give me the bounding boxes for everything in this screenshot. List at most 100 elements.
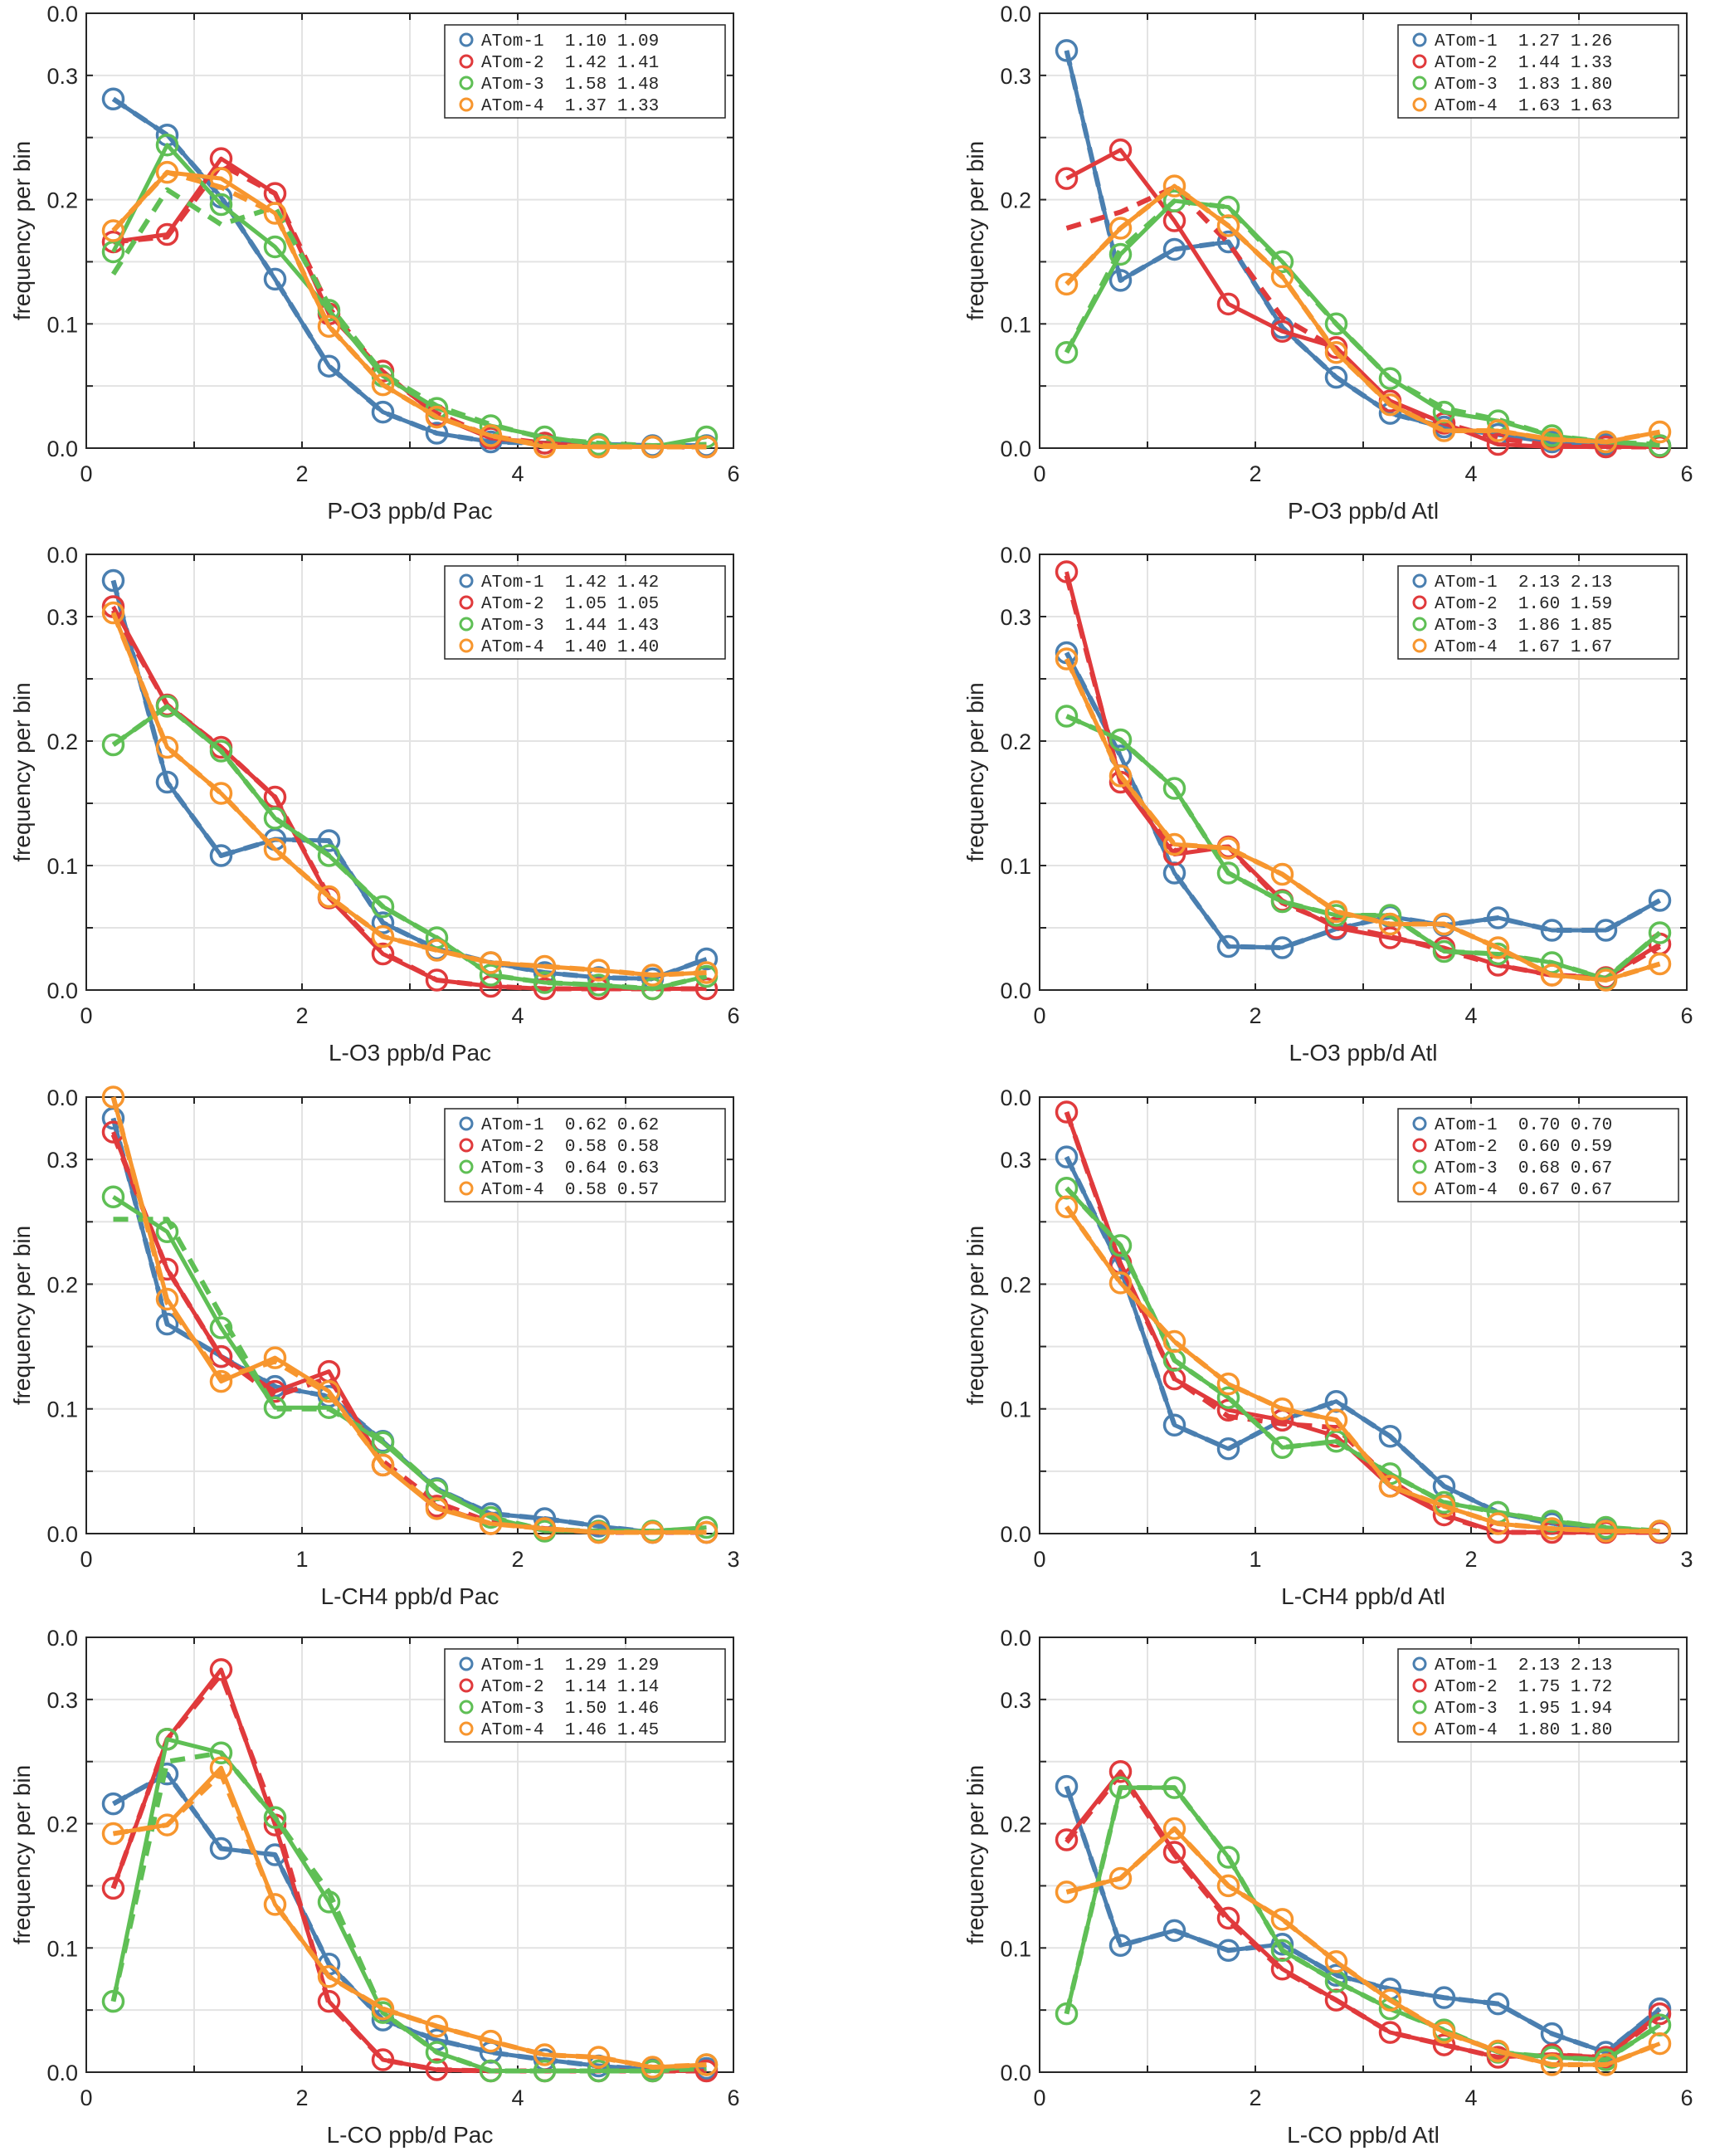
y-axis-label: frequency per bin xyxy=(9,1226,35,1405)
legend-entry: ATom-4 0.58 0.57 xyxy=(481,1181,659,1200)
x-tick-label: 0 xyxy=(80,1547,92,1572)
data-point xyxy=(1162,1329,1186,1354)
y-tick-label: 0.0 xyxy=(46,1522,78,1547)
y-axis-label: frequency per bin xyxy=(9,1765,35,1944)
data-point xyxy=(694,947,719,971)
series-atom-4 xyxy=(101,1756,719,2079)
data-point xyxy=(1324,900,1348,924)
data-point xyxy=(1162,1841,1186,1864)
y-tick-label: 0.2 xyxy=(1000,729,1031,754)
y-tick-label: 0.2 xyxy=(1000,188,1031,213)
data-point xyxy=(1216,1372,1240,1396)
data-point xyxy=(1216,1906,1240,1930)
legend-marker-icon xyxy=(459,595,474,610)
data-point xyxy=(1378,1475,1402,1498)
data-point xyxy=(641,1520,665,1544)
data-point xyxy=(1540,1517,1564,1540)
chart-panel-8: 0 2 4 6 0.0 0.1 0.2 0.3 0.0 L-CO ppb/d Atl frequen… xyxy=(962,1626,1693,2148)
grid xyxy=(86,1637,733,2072)
data-point xyxy=(1540,2046,1564,2069)
legend-entry: ATom-2 1.60 1.59 xyxy=(1435,595,1612,614)
x-axis-label: L-O3 ppb/d Atl xyxy=(1289,1040,1437,1066)
legend-marker-icon xyxy=(1412,573,1427,588)
data-point xyxy=(587,2059,611,2083)
legend-entry: ATom-4 1.80 1.80 xyxy=(1435,1721,1612,1740)
data-point xyxy=(1540,2053,1564,2076)
data-point xyxy=(155,770,179,794)
data-point xyxy=(317,315,341,339)
legend-box xyxy=(444,1648,726,1743)
data-point xyxy=(155,1312,179,1336)
legend-entry: ATom-3 1.95 1.94 xyxy=(1435,1700,1612,1719)
data-point xyxy=(155,1287,179,1311)
data-point xyxy=(155,735,179,759)
data-point xyxy=(209,1837,233,1861)
data-point xyxy=(641,977,665,1001)
legend-marker-icon xyxy=(459,1678,474,1693)
data-point xyxy=(101,1085,125,1109)
y-tick-label: 0.3 xyxy=(1000,1148,1031,1173)
data-point xyxy=(1648,420,1672,444)
y-tick-label: 0.1 xyxy=(46,1397,78,1422)
data-point xyxy=(694,1520,719,1544)
legend-box xyxy=(1397,1108,1679,1202)
data-point xyxy=(209,782,233,805)
data-point xyxy=(263,807,287,830)
legend: ATom-1 1.29 1.29 ATom-2 1.14 1.14 ATom-3 1… xyxy=(444,1648,726,1743)
data-point xyxy=(209,1344,233,1368)
legend-entry: ATom-2 1.05 1.05 xyxy=(481,595,659,614)
data-point xyxy=(317,885,341,909)
y-tick-label: 0.2 xyxy=(46,1812,78,1837)
legend-marker-icon xyxy=(1412,595,1427,610)
data-point xyxy=(1432,912,1456,936)
y-tick-label: 0.0 xyxy=(1000,978,1031,1003)
legend-marker-icon xyxy=(1412,1138,1427,1153)
data-point xyxy=(1216,1874,1240,1898)
data-point xyxy=(263,837,287,861)
data-point xyxy=(479,963,503,987)
data-point xyxy=(155,222,179,246)
data-point xyxy=(1055,39,1079,62)
x-axis-label: P-O3 ppb/d Pac xyxy=(327,498,492,524)
data-point xyxy=(1055,1100,1079,1124)
y-axis-label: frequency per bin xyxy=(962,141,988,320)
chart-panel-4: 0 2 4 6 0.0 0.1 0.2 0.3 0.0 L-O3 ppb/d Atl frequen… xyxy=(962,543,1693,1066)
data-point xyxy=(263,1893,287,1916)
data-point xyxy=(101,219,125,242)
legend: ATom-1 2.13 2.13 ATom-2 1.60 1.59 ATom-3 1… xyxy=(1397,565,1679,660)
data-point xyxy=(587,435,611,459)
data-point xyxy=(1324,340,1348,364)
data-point xyxy=(1162,832,1186,856)
data-point xyxy=(1648,2002,1672,2026)
data-point xyxy=(533,977,557,1001)
x-tick-label: 1 xyxy=(1249,1547,1261,1572)
series-layer xyxy=(1055,560,1672,992)
legend: ATom-1 1.10 1.09 ATom-2 1.42 1.41 ATom-3 1… xyxy=(444,24,726,119)
legend-entry: ATom-3 1.83 1.80 xyxy=(1435,76,1612,95)
x-tick-label: 2 xyxy=(1249,461,1261,486)
y-tick-label: 0.0 xyxy=(46,2061,78,2085)
data-point xyxy=(1432,2021,1456,2044)
y-tick-label: 0.0 xyxy=(46,978,78,1003)
data-point xyxy=(1324,1408,1348,1432)
data-point xyxy=(1648,889,1672,912)
y-tick-label: 0.1 xyxy=(1000,1397,1031,1422)
x-axis-label: L-CH4 ppb/d Pac xyxy=(321,1583,499,1609)
data-point xyxy=(155,1762,179,1786)
x-tick-label: 6 xyxy=(727,461,739,486)
data-point xyxy=(533,954,557,978)
x-tick-label: 6 xyxy=(1680,2085,1693,2110)
x-tick-label: 2 xyxy=(295,1003,308,1028)
x-tick-label: 2 xyxy=(1249,1003,1261,1028)
legend-entry: ATom-1 1.27 1.26 xyxy=(1435,32,1612,51)
data-point xyxy=(533,435,557,459)
x-tick-label: 2 xyxy=(511,1547,524,1572)
legend-entry: ATom-2 1.42 1.41 xyxy=(481,54,659,73)
x-tick-label: 2 xyxy=(1249,2085,1261,2110)
data-point xyxy=(209,1741,233,1764)
data-point xyxy=(209,1369,233,1393)
x-axis-label: L-O3 ppb/d Pac xyxy=(329,1040,491,1066)
legend-marker-icon xyxy=(1412,1700,1427,1715)
data-point xyxy=(1594,1519,1618,1543)
legend-box xyxy=(1397,24,1679,119)
